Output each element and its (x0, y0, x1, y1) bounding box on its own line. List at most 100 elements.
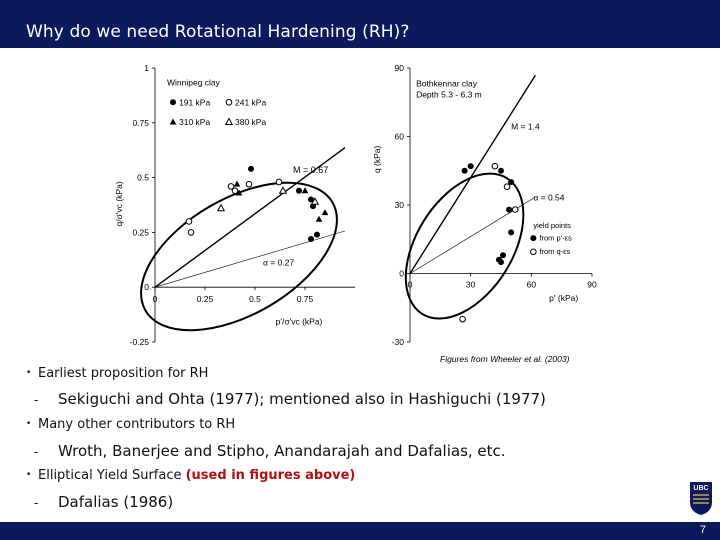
y-tick-label: 90 (395, 63, 405, 73)
m-line (409, 74, 536, 274)
bullet-1-text: Earliest proposition for RH (38, 366, 209, 381)
yield-ellipse (404, 172, 525, 320)
figure-area: 1 0.75 0.5 0.25 0 -0.25 0 0.25 0.5 0.75 q/σ'vc (kP… (0, 48, 720, 358)
bullet-1-sub: - Sekiguchi and Ohta (1977); mentioned al… (34, 390, 546, 408)
y-tick-label: 0.75 (132, 118, 149, 128)
chart-title: Bothkennar clay (416, 78, 478, 88)
bullet-1-sub-text: Sekiguchi and Ohta (1977); mentioned als… (58, 390, 546, 408)
footer-bar: 7 (0, 522, 720, 540)
x-tick-label: 30 (466, 280, 476, 290)
bothkennar-chart: 90 60 30 0 -30 0 30 60 90 q (kPa) p' (kPa) Bothkenn… (372, 63, 597, 347)
m-annotation: M = 1.4 (511, 122, 540, 132)
bullet-3-highlight: (used in figures above) (185, 468, 356, 483)
x-tick-label: 0 (408, 280, 413, 290)
m-line (154, 147, 346, 288)
title-bar: Why do we need Rotational Hardening (RH)… (0, 0, 720, 48)
yield-ellipse (140, 181, 338, 332)
legend-marker (225, 98, 233, 106)
data-point (506, 206, 513, 213)
data-point (185, 218, 193, 225)
data-point (216, 203, 226, 212)
legend-marker (169, 118, 177, 125)
legend-marker (530, 235, 537, 242)
data-point (308, 235, 314, 242)
y-tick-label: -30 (392, 337, 405, 347)
slide-title: Why do we need Rotational Hardening (RH)… (26, 22, 410, 42)
legend-label: from q-εs (539, 247, 570, 256)
x-tick-label: 0.25 (197, 294, 214, 304)
data-point (508, 229, 515, 236)
data-point (315, 215, 323, 222)
data-point (467, 163, 474, 170)
alpha-line (154, 230, 346, 288)
data-point (498, 259, 504, 266)
y-tick-label: 60 (395, 132, 405, 142)
data-point (248, 165, 254, 172)
legend-label: from p'-εs (539, 233, 572, 242)
page-number: 7 (699, 524, 706, 536)
legend-label: 310 kPa (179, 117, 210, 127)
data-point (227, 183, 235, 190)
data-point (308, 196, 314, 203)
legend-label: 380 kPa (235, 117, 266, 127)
bullet-2-text: Many other contributors to RH (38, 417, 236, 432)
data-point (310, 197, 320, 205)
bullet-3: • Elliptical Yield Surface (used in figur… (26, 468, 356, 483)
bullet-2-sub-text: Wroth, Banerjee and Stipho, Anandarajah … (58, 442, 506, 460)
legend-label: 191 kPa (179, 97, 210, 107)
data-point (314, 231, 320, 238)
y-tick-label: 0.25 (132, 227, 149, 237)
bullet-1: • Earliest proposition for RH (26, 366, 209, 381)
chart-title: Winnipeg clay (167, 78, 221, 88)
data-point (503, 183, 511, 191)
legend-title: yield points (533, 221, 571, 230)
data-point (233, 180, 241, 187)
data-point (235, 189, 243, 196)
ubc-logo: UBC (690, 482, 712, 515)
data-point (461, 167, 468, 174)
y-axis-label: q (kPa) (372, 145, 382, 173)
bullet-3-sub-text: Dafalias (1986) (58, 493, 174, 511)
data-point (187, 229, 195, 236)
ubc-logo-text: UBC (693, 485, 708, 492)
data-point (498, 167, 504, 174)
bullet-3-sub: - Dafalias (1986) (34, 493, 174, 511)
chart-subtitle: Depth 5.3 - 6.3 m (416, 90, 482, 100)
winnipeg-chart: 1 0.75 0.5 0.25 0 -0.25 0 0.25 0.5 0.75 q/σ'vc (kP… (114, 63, 355, 347)
y-tick-label: 0.5 (137, 173, 149, 183)
data-point (508, 179, 515, 186)
data-point (321, 209, 329, 216)
legend-label: 241 kPa (235, 97, 266, 107)
figure-caption: Figures from Wheeler et al. (2003) (440, 354, 570, 364)
data-point (301, 187, 309, 194)
y-tick-label: 1 (144, 63, 149, 73)
alpha-annotation: α = 0.27 (263, 257, 294, 267)
y-tick-label: 30 (395, 200, 405, 210)
m-annotation: M = 0.67 (293, 165, 328, 175)
x-axis-label: p' (kPa) (549, 293, 578, 303)
data-point (278, 186, 288, 194)
data-point (245, 180, 253, 188)
y-axis-label: q/σ'vc (kPa) (114, 181, 124, 226)
data-point (459, 315, 466, 323)
y-tick-label: 0 (399, 269, 404, 279)
charts-svg: 1 0.75 0.5 0.25 0 -0.25 0 0.25 0.5 0.75 q/σ'vc (kP… (114, 63, 597, 347)
x-tick-label: 60 (527, 280, 537, 290)
y-tick-label: -0.25 (130, 337, 150, 347)
data-point (231, 187, 239, 195)
bullet-2-sub: - Wroth, Banerjee and Stipho, Anandarajah… (34, 442, 506, 460)
data-point (491, 162, 499, 170)
data-point (500, 252, 507, 259)
alpha-annotation: α = 0.54 (533, 192, 564, 202)
legend-marker (170, 99, 176, 106)
data-point (296, 187, 302, 194)
x-tick-label: 0.75 (297, 294, 314, 304)
y-tick-label: 0 (144, 282, 149, 292)
data-point (511, 206, 519, 213)
x-tick-label: 90 (587, 280, 597, 290)
x-tick-label: 0 (153, 294, 158, 304)
data-point (275, 178, 283, 186)
bullet-2: • Many other contributors to RH (26, 417, 236, 432)
legend-marker (530, 248, 537, 256)
x-tick-label: 0.5 (249, 294, 261, 304)
